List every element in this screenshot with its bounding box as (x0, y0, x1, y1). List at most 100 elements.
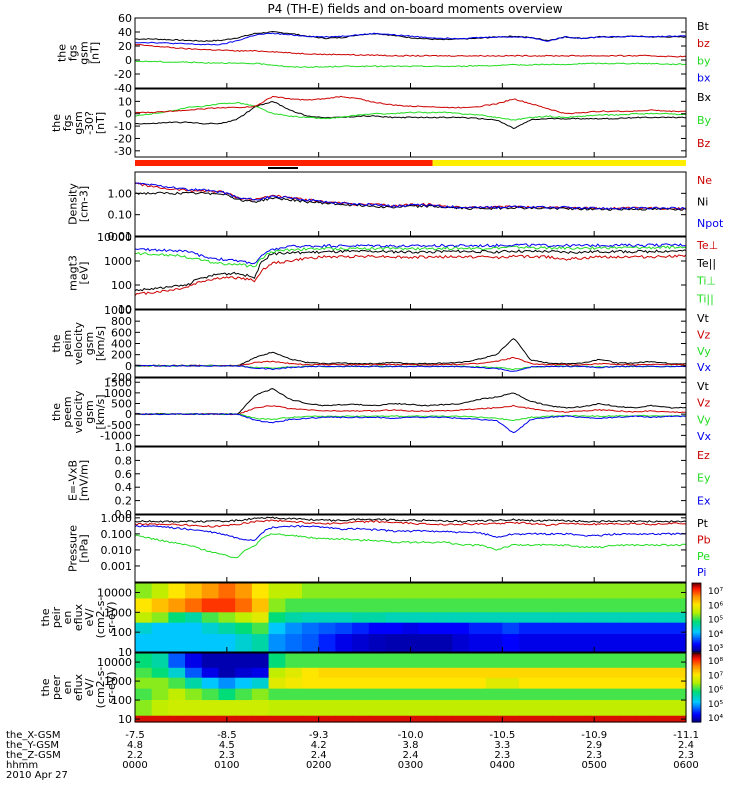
heatmap-cell (569, 634, 587, 653)
y-axis-label-line: peer (50, 675, 63, 701)
panel-8: 1.000 0.100 0.010 0.001 Pressure[nPa] Pt Pb Pe P… (67, 512, 711, 583)
heatmap-cell (402, 667, 420, 679)
colorbar-tick-label: 10⁷ (708, 671, 723, 681)
colorbar-cell (692, 591, 701, 594)
y-tick-label: 600 (111, 326, 132, 339)
heatmap-cell (335, 653, 353, 669)
heatmap-cell (168, 583, 186, 600)
heatmap-cell (552, 612, 570, 624)
colorbar-cell (692, 605, 701, 608)
heatmap-cell (185, 677, 203, 690)
colorbar-tick-label: 10⁶ (708, 601, 723, 611)
colorbar-cell (692, 675, 701, 678)
legend-entry: Vt (697, 312, 710, 325)
heatmap-cell (485, 612, 503, 624)
heatmap-cell (519, 598, 537, 613)
heatmap-cell (318, 688, 336, 701)
heatmap-cell (552, 598, 570, 613)
heatmap-cell (652, 700, 670, 717)
heatmap-cell (468, 715, 487, 723)
heatmap-cell (468, 622, 487, 635)
heatmap-cell (468, 612, 487, 624)
y-tick-label: 10 (118, 303, 132, 316)
y-axis-label-line: eflux (72, 673, 85, 701)
heatmap-cell (235, 700, 253, 717)
colorbar-cell (692, 666, 701, 670)
heatmap-cell (652, 688, 670, 701)
colorbar-cell (692, 716, 701, 720)
status-bar-marker (268, 167, 298, 169)
heatmap-cell (669, 677, 687, 690)
heatmap-cell (552, 688, 570, 701)
heatmap-cell (602, 583, 620, 600)
series-line-bx (134, 32, 687, 46)
heatmap-cell (301, 715, 320, 723)
heatmap-cell (635, 598, 654, 613)
heatmap-cell (418, 612, 437, 624)
heatmap-cell (135, 677, 153, 690)
heatmap-cell (452, 598, 470, 613)
heatmap-cell (352, 667, 370, 679)
heatmap-cell (218, 677, 236, 690)
colorbar-cell (692, 603, 701, 607)
y-axis-label-line: gsm (72, 111, 85, 134)
y-tick-label: 100 (111, 626, 132, 639)
heatmap-cell (268, 583, 286, 600)
y-tick-label: 0 (125, 54, 132, 67)
y-axis-label-line: eV/ (83, 678, 96, 696)
panel-10: 10⁸ 10⁷ 10⁶ 10⁵ 10⁴ 10000 1000 100 10 thepeerenef… (39, 652, 723, 726)
x-axis-value: 4.5 (219, 740, 235, 751)
y-axis-label-line: the (56, 44, 69, 62)
heatmap-cell (535, 715, 554, 723)
y-tick-label: 1.00 (108, 187, 133, 200)
colorbar-cell (692, 665, 701, 668)
heatmap-cell (602, 667, 620, 679)
legend-entry: Vy (697, 413, 711, 426)
heatmap-cell (619, 583, 637, 600)
x-axis-value: -9.3 (309, 730, 329, 741)
heatmap-cell (402, 700, 420, 717)
colorbar-frame (691, 652, 702, 723)
series-line-Pb (134, 519, 687, 528)
heatmap-cell (368, 634, 387, 653)
y-axis-label-line: [km/s] (94, 394, 107, 429)
colorbar-cell (692, 689, 701, 692)
heatmap-cell (435, 677, 453, 690)
legend-entry: Pt (697, 517, 709, 530)
y-axis-label-line: the (50, 403, 63, 421)
heatmap-cell (318, 653, 336, 669)
panels: 6040200-20-40thefgsgsm[nT]Btbzbybx100-10… (39, 12, 724, 726)
colorbar-cell (692, 711, 701, 714)
heatmap-cell (268, 677, 286, 690)
heatmap-cell (368, 677, 387, 690)
y-tick-label: -200 (107, 371, 132, 384)
heatmap-cell (235, 583, 253, 600)
legend-entry: Ti⊥ (696, 275, 716, 288)
heatmap-cell (151, 622, 169, 635)
colorbar-cell (692, 709, 701, 713)
colorbar-tick-label: 10⁶ (708, 686, 723, 696)
heatmap-cell (435, 598, 453, 613)
x-axis-value: 2.4 (311, 750, 327, 761)
heatmap-cell (235, 622, 253, 635)
heatmap-cell (235, 598, 253, 613)
heatmap-cell (452, 612, 470, 624)
heatmap-cell (201, 612, 220, 624)
heatmap-cell (669, 667, 687, 679)
x-axis-value: -10.9 (581, 730, 607, 741)
heatmap-cell (352, 622, 370, 635)
heatmap-cell (652, 653, 670, 669)
heatmap-cell (535, 700, 554, 717)
x-axis-value: -8.5 (217, 730, 237, 741)
colorbar-cell (692, 677, 701, 680)
colorbar-cell (692, 701, 701, 704)
heatmap-cell (468, 688, 487, 701)
series-line-Ni (134, 191, 687, 211)
heatmap-cell (268, 653, 286, 669)
legend-entry: Ti|| (696, 292, 714, 305)
heatmap-cell (669, 715, 687, 723)
heatmap-cell (151, 677, 169, 690)
y-axis-label-line: fgs (67, 44, 80, 61)
heatmap-cell (635, 653, 654, 669)
